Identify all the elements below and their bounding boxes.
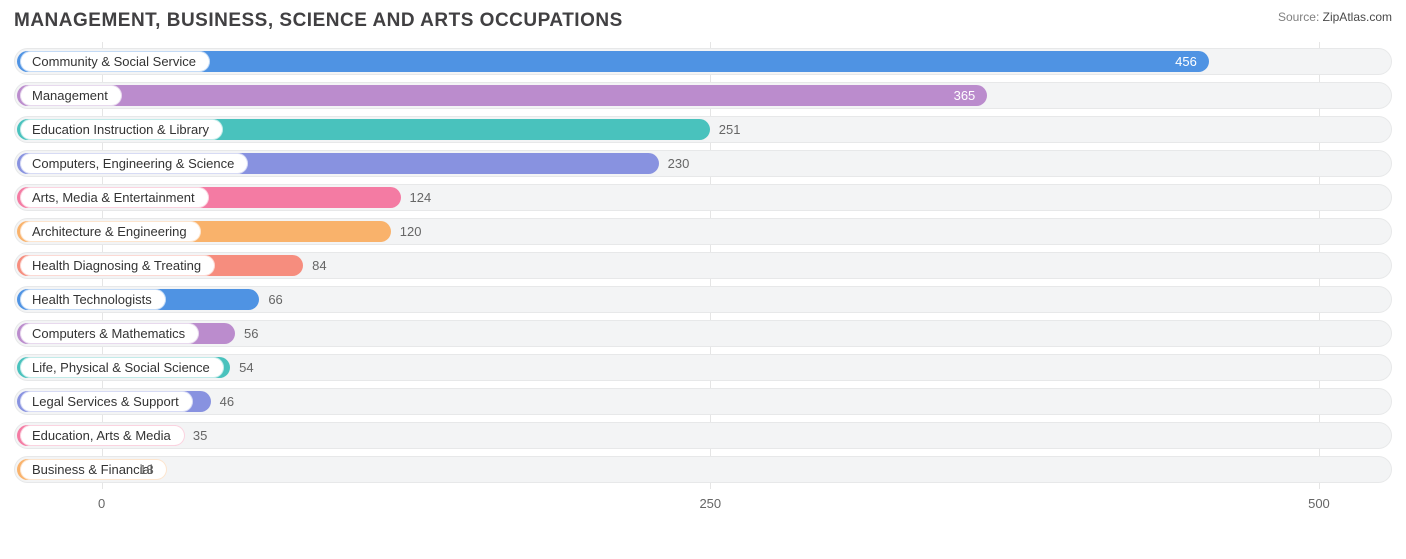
bar-value-label: 230 bbox=[668, 150, 690, 177]
bar-category-label: Architecture & Engineering bbox=[20, 221, 201, 242]
bar-category-label: Arts, Media & Entertainment bbox=[20, 187, 209, 208]
bar-value-label: 365 bbox=[954, 82, 976, 109]
bar-row: Arts, Media & Entertainment 124 bbox=[14, 184, 1392, 211]
x-tick-label: 500 bbox=[1308, 496, 1330, 511]
bar-category-label: Life, Physical & Social Science bbox=[20, 357, 224, 378]
bar-row: Management 365 bbox=[14, 82, 1392, 109]
bar-category-label: Education, Arts & Media bbox=[20, 425, 185, 446]
bar-category-label: Community & Social Service bbox=[20, 51, 210, 72]
bar-category-label: Computers, Engineering & Science bbox=[20, 153, 248, 174]
bar-row: Education, Arts & Media 35 bbox=[14, 422, 1392, 449]
bar-row: Health Technologists 66 bbox=[14, 286, 1392, 313]
bar-value-label: 84 bbox=[312, 252, 326, 279]
bar-row: Computers, Engineering & Science 230 bbox=[14, 150, 1392, 177]
chart-title: MANAGEMENT, BUSINESS, SCIENCE AND ARTS O… bbox=[14, 10, 623, 32]
chart-area: 0 250 500 Community & Social Service 456 Man… bbox=[14, 42, 1392, 513]
bar-value-label: 56 bbox=[244, 320, 258, 347]
bar-track bbox=[14, 456, 1392, 483]
bar-row: Architecture & Engineering 120 bbox=[14, 218, 1392, 245]
bar-row: Business & Financial13 bbox=[14, 456, 1392, 483]
chart-source: Source: ZipAtlas.com bbox=[1278, 10, 1392, 24]
bar-value-label: 13 bbox=[139, 456, 153, 483]
source-site: ZipAtlas.com bbox=[1323, 10, 1392, 24]
bar-category-label: Health Diagnosing & Treating bbox=[20, 255, 215, 276]
bar-category-label: Education Instruction & Library bbox=[20, 119, 223, 140]
bar-fill bbox=[17, 85, 987, 106]
bar-row: Education Instruction & Library 251 bbox=[14, 116, 1392, 143]
bar-value-label: 46 bbox=[220, 388, 234, 415]
bar-value-label: 66 bbox=[268, 286, 282, 313]
bar-value-label: 120 bbox=[400, 218, 422, 245]
bar-row: Legal Services & Support 46 bbox=[14, 388, 1392, 415]
bar-row: Community & Social Service 456 bbox=[14, 48, 1392, 75]
bar-row: Computers & Mathematics 56 bbox=[14, 320, 1392, 347]
bar-category-label: Health Technologists bbox=[20, 289, 166, 310]
bar-category-label: Management bbox=[20, 85, 122, 106]
bar-value-label: 251 bbox=[719, 116, 741, 143]
source-label: Source: bbox=[1278, 10, 1319, 24]
bar-row: Life, Physical & Social Science 54 bbox=[14, 354, 1392, 381]
bar-value-label: 124 bbox=[410, 184, 432, 211]
bar-track bbox=[14, 422, 1392, 449]
x-tick-label: 250 bbox=[699, 496, 721, 511]
x-tick-label: 0 bbox=[98, 496, 105, 511]
bar-value-label: 456 bbox=[1175, 48, 1197, 75]
bar-category-label: Computers & Mathematics bbox=[20, 323, 199, 344]
bar-row: Health Diagnosing & Treating 84 bbox=[14, 252, 1392, 279]
bar-category-label: Legal Services & Support bbox=[20, 391, 193, 412]
bar-value-label: 54 bbox=[239, 354, 253, 381]
bar-list: Community & Social Service 456 Management 3… bbox=[14, 48, 1392, 483]
bar-value-label: 35 bbox=[193, 422, 207, 449]
chart-header: MANAGEMENT, BUSINESS, SCIENCE AND ARTS O… bbox=[14, 10, 1392, 32]
